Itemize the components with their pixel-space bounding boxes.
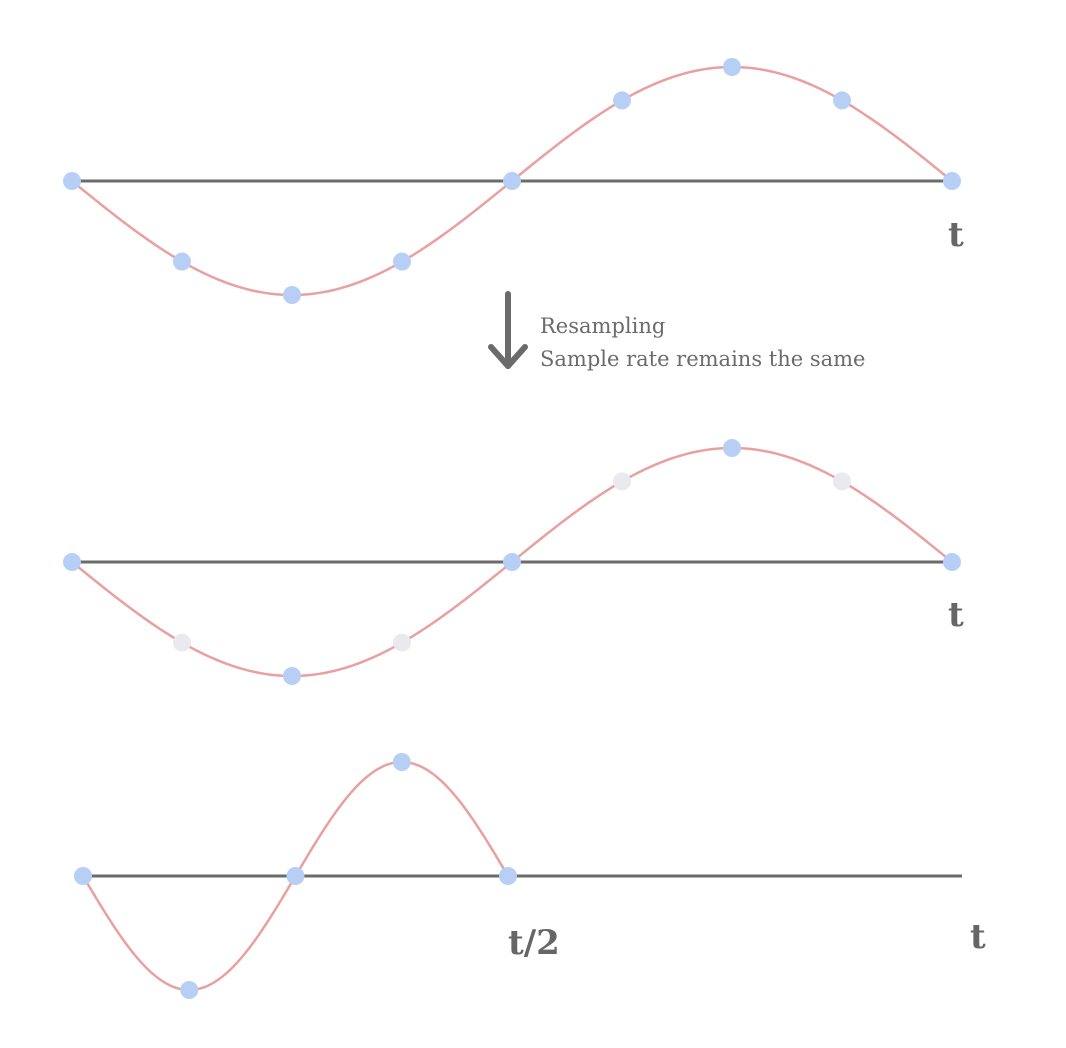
down-arrow-icon (488, 291, 528, 369)
sample-point (283, 667, 301, 685)
sample-points (74, 753, 517, 999)
sample-points (63, 58, 961, 304)
sample-points (63, 439, 961, 685)
sample-point (613, 91, 631, 110)
sample-point (180, 981, 199, 999)
sample-point (63, 553, 81, 571)
panel-played-back: t/2 t (74, 753, 986, 999)
sample-point (503, 553, 521, 571)
sample-point (393, 252, 411, 271)
sample-point (392, 753, 411, 771)
dropped-sample-point (173, 633, 191, 652)
sample-point (173, 252, 191, 271)
sample-point (723, 439, 741, 457)
panel-resampled: t (63, 439, 964, 685)
sample-point (943, 553, 961, 571)
transition-title: Resampling (540, 314, 665, 338)
sample-point (503, 172, 521, 190)
transition-subtitle: Sample rate remains the same (540, 347, 865, 371)
dropped-sample-point (833, 472, 851, 491)
axis-label-t: t (948, 595, 964, 635)
panel-original: t (63, 58, 964, 304)
sample-point (63, 172, 81, 190)
sample-point (283, 286, 301, 304)
sample-point (723, 58, 741, 76)
sample-point (74, 867, 92, 885)
axis-label-t: t (948, 215, 964, 255)
sample-point (943, 172, 961, 190)
sample-point (499, 867, 517, 885)
sample-point (286, 867, 305, 885)
axis-label-t: t (970, 917, 986, 957)
resampling-transition: Resampling Sample rate remains the same (488, 291, 865, 371)
dropped-sample-point (613, 472, 631, 491)
dropped-sample-point (393, 633, 411, 652)
axis-label-half-t: t/2 (508, 923, 560, 963)
sample-point (833, 91, 851, 110)
